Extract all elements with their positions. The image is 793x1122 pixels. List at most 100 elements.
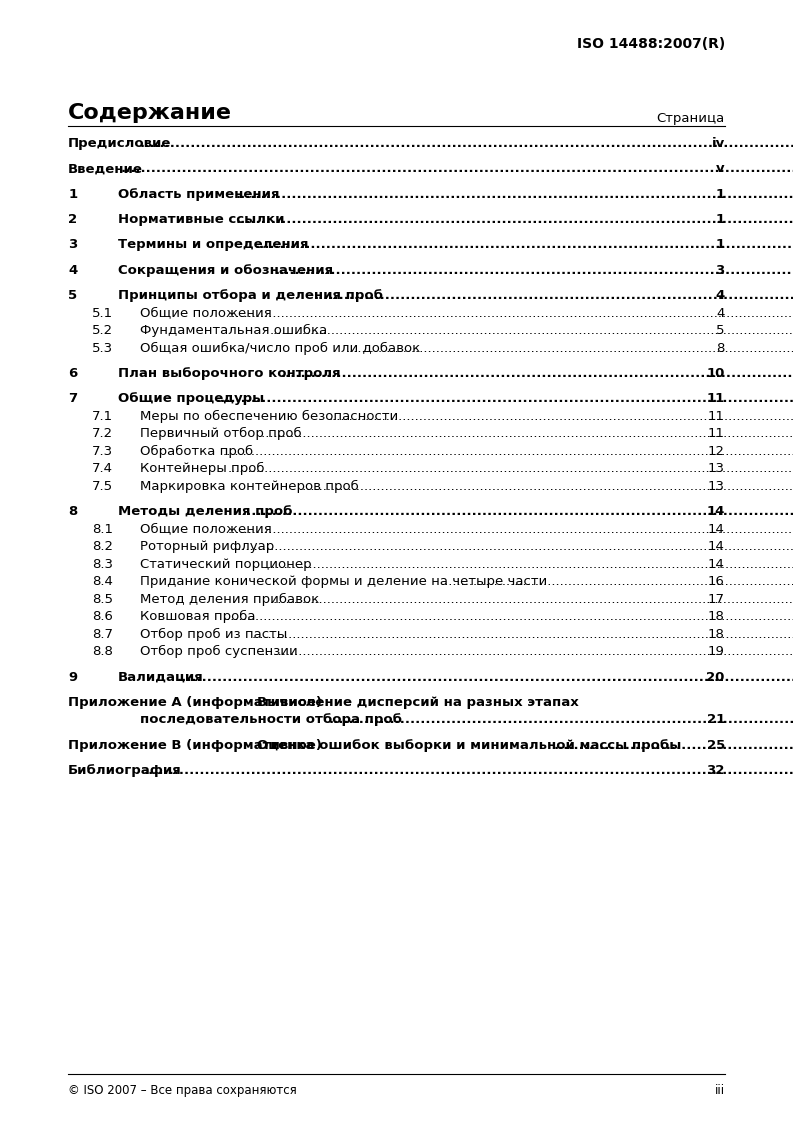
Text: 6: 6 — [68, 367, 78, 380]
Text: 18: 18 — [708, 610, 725, 623]
Text: 7: 7 — [68, 393, 78, 405]
Text: ................................................................................: ........................................… — [228, 462, 793, 476]
Text: 8.7: 8.7 — [92, 627, 113, 641]
Text: ................................................................................: ........................................… — [144, 764, 793, 778]
Text: ................................................................................: ........................................… — [263, 558, 793, 571]
Text: Меры по обеспечению безопасности: Меры по обеспечению безопасности — [140, 410, 398, 423]
Text: Общие положения: Общие положения — [140, 306, 271, 320]
Text: 17: 17 — [708, 592, 725, 606]
Text: 8.6: 8.6 — [92, 610, 113, 623]
Text: © ISO 2007 – Все права сохраняются: © ISO 2007 – Все права сохраняются — [68, 1084, 297, 1097]
Text: 7.5: 7.5 — [92, 480, 113, 493]
Text: Введение: Введение — [68, 163, 143, 175]
Text: 1: 1 — [715, 238, 725, 251]
Text: ................................................................................: ........................................… — [222, 444, 793, 458]
Text: 14: 14 — [708, 523, 725, 535]
Text: Обработка проб: Обработка проб — [140, 444, 253, 458]
Text: Общие положения: Общие положения — [140, 523, 271, 535]
Text: 1: 1 — [68, 187, 78, 201]
Text: Предисловие: Предисловие — [68, 137, 171, 150]
Text: Метод деления прибавок: Метод деления прибавок — [140, 592, 319, 606]
Text: ................................................................................: ........................................… — [281, 367, 793, 380]
Text: 16: 16 — [708, 576, 725, 588]
Text: 18: 18 — [708, 627, 725, 641]
Text: 32: 32 — [707, 764, 725, 778]
Text: 7.2: 7.2 — [92, 427, 113, 440]
Text: 8.4: 8.4 — [92, 576, 113, 588]
Text: Общие процедуры: Общие процедуры — [118, 393, 264, 405]
Text: Библиография: Библиография — [68, 764, 182, 778]
Text: 7.1: 7.1 — [92, 410, 113, 423]
Text: Приложение A (информативное): Приложение A (информативное) — [68, 696, 331, 709]
Text: ................................................................................: ........................................… — [270, 592, 793, 606]
Text: ................................................................................: ........................................… — [121, 163, 793, 175]
Text: Маркировка контейнеров проб: Маркировка контейнеров проб — [140, 480, 358, 493]
Text: Придание конической формы и деление на четыре части: Придание конической формы и деление на ч… — [140, 576, 547, 588]
Text: Фундаментальная ошибка: Фундаментальная ошибка — [140, 324, 327, 337]
Text: ................................................................................: ........................................… — [440, 576, 793, 588]
Text: Нормативные ссылки: Нормативные ссылки — [118, 213, 285, 226]
Text: 7.3: 7.3 — [92, 444, 113, 458]
Text: 3: 3 — [715, 264, 725, 277]
Text: ................................................................................: ........................................… — [222, 610, 793, 623]
Text: Термины и определения: Термины и определения — [118, 238, 308, 251]
Text: 3: 3 — [68, 238, 78, 251]
Text: 13: 13 — [708, 462, 725, 476]
Text: Сокращения и обозначения: Сокращения и обозначения — [118, 264, 333, 277]
Text: Общая ошибка/число проб или добавок: Общая ошибка/число проб или добавок — [140, 341, 419, 355]
Text: ................................................................................: ........................................… — [228, 306, 793, 320]
Text: 25: 25 — [707, 738, 725, 752]
Text: ................................................................................: ........................................… — [234, 540, 793, 553]
Text: 4: 4 — [715, 289, 725, 302]
Text: Контейнеры проб: Контейнеры проб — [140, 462, 264, 476]
Text: Ковшовая проба: Ковшовая проба — [140, 610, 255, 623]
Text: 4: 4 — [68, 264, 78, 277]
Text: 7.4: 7.4 — [92, 462, 113, 476]
Text: ................................................................................: ........................................… — [258, 427, 793, 440]
Text: 20: 20 — [707, 671, 725, 683]
Text: ................................................................................: ........................................… — [228, 523, 793, 535]
Text: 1: 1 — [715, 213, 725, 226]
Text: 13: 13 — [708, 480, 725, 493]
Text: 19: 19 — [708, 645, 725, 659]
Text: ................................................................................: ........................................… — [313, 289, 793, 302]
Text: 1: 1 — [715, 187, 725, 201]
Text: ................................................................................: ........................................… — [346, 341, 793, 355]
Text: Статический порционер: Статический порционер — [140, 558, 311, 571]
Text: ................................................................................: ........................................… — [328, 410, 793, 423]
Text: 8.8: 8.8 — [92, 645, 113, 659]
Text: Оценка ошибок выборки и минимальной массы пробы: Оценка ошибок выборки и минимальной масс… — [257, 738, 681, 752]
Text: 8: 8 — [68, 505, 78, 518]
Text: 10: 10 — [707, 367, 725, 380]
Text: ................................................................................: ........................................… — [328, 714, 793, 726]
Text: v: v — [716, 163, 725, 175]
Text: 14: 14 — [707, 505, 725, 518]
Text: 11: 11 — [708, 427, 725, 440]
Text: 14: 14 — [708, 540, 725, 553]
Text: 21: 21 — [707, 714, 725, 726]
Text: Страница: Страница — [657, 112, 725, 126]
Text: 8.1: 8.1 — [92, 523, 113, 535]
Text: Содержание: Содержание — [68, 103, 232, 123]
Text: ................................................................................: ........................................… — [236, 213, 793, 226]
Text: Область применения: Область применения — [118, 187, 280, 201]
Text: Приложение B (информативное): Приложение B (информативное) — [68, 738, 331, 752]
Text: 8: 8 — [716, 341, 725, 355]
Text: ................................................................................: ........................................… — [251, 627, 793, 641]
Text: ................................................................................: ........................................… — [255, 238, 793, 251]
Text: ................................................................................: ........................................… — [299, 480, 793, 493]
Text: ................................................................................: ........................................… — [236, 187, 793, 201]
Text: 8.3: 8.3 — [92, 558, 113, 571]
Text: ....................................................................: ........................................… — [554, 738, 793, 752]
Text: Принципы отбора и деления проб: Принципы отбора и деления проб — [118, 289, 383, 302]
Text: iv: iv — [711, 137, 725, 150]
Text: ................................................................................: ........................................… — [216, 393, 793, 405]
Text: Валидация: Валидация — [118, 671, 204, 683]
Text: 11: 11 — [707, 393, 725, 405]
Text: 5: 5 — [716, 324, 725, 337]
Text: Роторный рифлуар: Роторный рифлуар — [140, 540, 274, 553]
Text: 5: 5 — [68, 289, 78, 302]
Text: Методы деления проб: Методы деления проб — [118, 505, 293, 518]
Text: 5.2: 5.2 — [92, 324, 113, 337]
Text: 8.2: 8.2 — [92, 540, 113, 553]
